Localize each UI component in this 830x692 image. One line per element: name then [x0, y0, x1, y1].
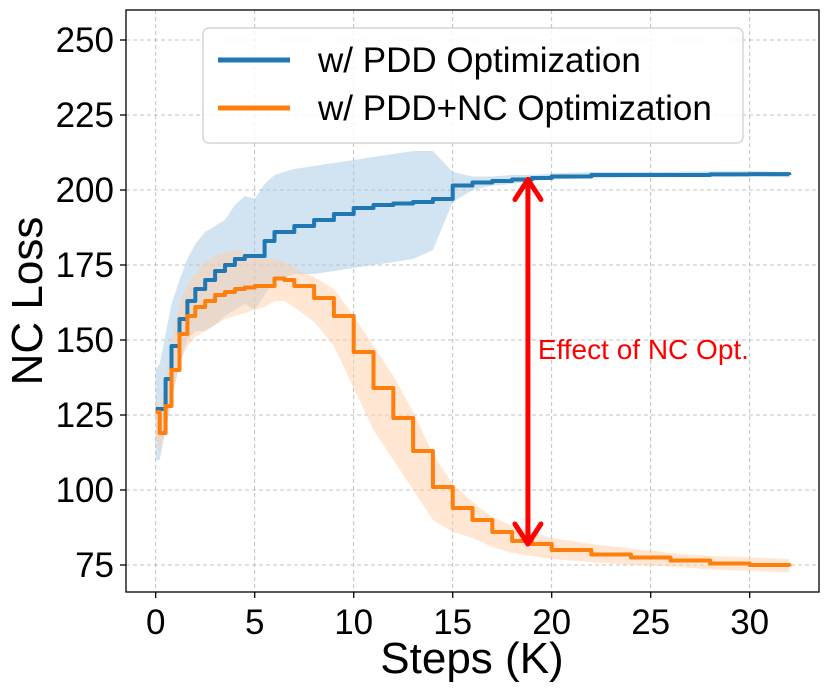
x-axis-ticks: 0 5 10 15 20 25 30	[146, 592, 769, 642]
legend-label-pdd-nc: w/ PDD+NC Optimization	[317, 89, 712, 128]
y-tick-label: 125	[56, 396, 114, 435]
band-pdd	[155, 151, 790, 460]
legend-box	[202, 27, 744, 144]
x-axis-title: Steps (K)	[380, 634, 563, 683]
x-tick-label: 25	[631, 603, 670, 642]
legend: w/ PDD Optimization w/ PDD+NC Optimizati…	[202, 27, 744, 144]
y-axis-ticks: 75 100 125 150 175 200 225 250	[56, 21, 126, 585]
effect-annotation-label: Effect of NC Opt.	[538, 334, 749, 365]
x-tick-label: 30	[730, 603, 769, 642]
line-pdd	[155, 172, 792, 411]
y-tick-label: 175	[56, 246, 114, 285]
x-tick-label: 5	[245, 603, 264, 642]
plot-frame	[125, 9, 820, 593]
series-lines	[155, 172, 792, 567]
y-tick-label: 100	[56, 471, 114, 510]
y-tick-label: 200	[56, 171, 114, 210]
x-tick-label: 10	[334, 603, 373, 642]
legend-label-pdd: w/ PDD Optimization	[317, 41, 641, 80]
effect-arrow-head-bottom	[512, 521, 544, 547]
y-tick-label: 150	[56, 321, 114, 360]
x-tick-label: 20	[532, 603, 571, 642]
y-axis-title: NC Loss	[3, 217, 52, 386]
y-tick-label: 75	[75, 546, 114, 585]
x-tick-label: 15	[433, 603, 472, 642]
annotation: Effect of NC Opt.	[512, 177, 749, 547]
x-tick-label: 0	[146, 603, 165, 642]
effect-arrow-head-top	[512, 177, 544, 202]
y-tick-label: 225	[56, 96, 114, 135]
y-tick-label: 250	[56, 21, 114, 60]
line-pdd-nc	[155, 276, 792, 567]
